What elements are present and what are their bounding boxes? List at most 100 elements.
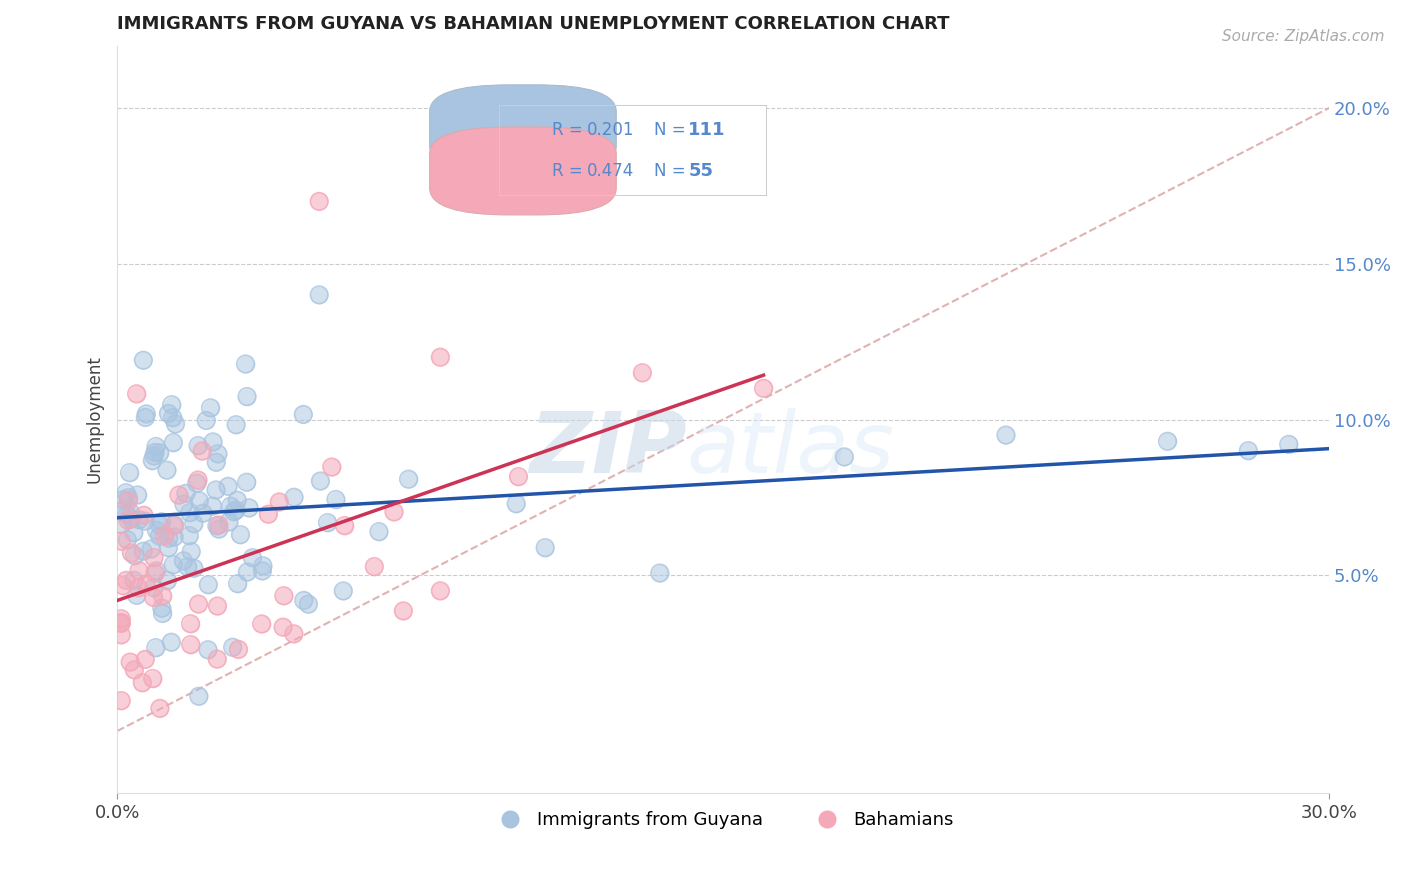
Point xyxy=(156,574,179,588)
Point xyxy=(162,518,184,533)
Point xyxy=(269,495,291,509)
Point xyxy=(834,450,856,464)
Point xyxy=(238,500,260,515)
Point xyxy=(205,483,228,497)
Point xyxy=(207,652,229,666)
Point xyxy=(1156,434,1178,449)
Point xyxy=(110,612,132,626)
Point xyxy=(392,604,415,618)
Point xyxy=(110,615,132,630)
Point xyxy=(205,518,228,533)
Point xyxy=(180,638,202,652)
Point xyxy=(142,591,165,605)
Point xyxy=(152,589,174,603)
Point xyxy=(252,558,274,573)
Point xyxy=(117,491,139,505)
Point xyxy=(283,490,305,504)
Point xyxy=(165,417,187,431)
Point xyxy=(117,533,139,547)
Point xyxy=(128,581,150,595)
Point xyxy=(134,410,156,425)
Point xyxy=(235,357,257,371)
Point xyxy=(308,288,330,302)
Point xyxy=(252,564,274,578)
Point xyxy=(382,505,405,519)
Point xyxy=(179,528,201,542)
Point xyxy=(225,503,247,517)
Point xyxy=(191,444,214,458)
Point xyxy=(121,546,143,560)
Point xyxy=(273,589,295,603)
Point xyxy=(131,675,153,690)
Point xyxy=(398,472,420,486)
Point xyxy=(143,550,166,565)
Point xyxy=(252,558,274,573)
Point xyxy=(110,616,132,631)
Y-axis label: Unemployment: Unemployment xyxy=(86,356,103,483)
Point xyxy=(124,663,146,677)
Point xyxy=(292,593,315,607)
Point xyxy=(162,435,184,450)
Point xyxy=(179,506,201,520)
Point xyxy=(226,576,249,591)
Point xyxy=(225,417,247,432)
Point xyxy=(183,516,205,531)
Point xyxy=(325,492,347,507)
Point xyxy=(120,512,142,526)
Point xyxy=(309,474,332,488)
Point xyxy=(128,513,150,527)
Point xyxy=(112,492,135,507)
Point xyxy=(115,574,138,588)
Point xyxy=(143,445,166,459)
Point xyxy=(148,529,170,543)
Point xyxy=(115,485,138,500)
Point xyxy=(205,483,228,497)
Point xyxy=(157,531,180,545)
Point xyxy=(187,473,209,487)
Point xyxy=(180,638,202,652)
Point xyxy=(141,453,163,467)
Text: ZIP: ZIP xyxy=(529,408,686,491)
Point xyxy=(183,561,205,575)
Point xyxy=(145,564,167,578)
Point xyxy=(162,410,184,425)
Point xyxy=(187,597,209,611)
Point xyxy=(218,515,240,529)
Point xyxy=(205,455,228,469)
Point xyxy=(186,476,208,491)
Point xyxy=(125,588,148,602)
Point xyxy=(508,469,530,483)
Point xyxy=(236,565,259,579)
Point xyxy=(121,546,143,560)
Point xyxy=(162,410,184,425)
Point xyxy=(142,449,165,463)
Point xyxy=(145,524,167,538)
Point xyxy=(112,492,135,507)
Point xyxy=(235,475,257,490)
Point xyxy=(534,541,557,555)
Point xyxy=(156,463,179,477)
Point xyxy=(142,449,165,463)
Point xyxy=(132,353,155,368)
Point xyxy=(115,574,138,588)
Point xyxy=(332,583,354,598)
Point xyxy=(132,544,155,558)
Point xyxy=(271,620,294,634)
Point xyxy=(167,488,190,502)
Point xyxy=(156,574,179,588)
Point xyxy=(429,350,451,364)
Point xyxy=(115,485,138,500)
Point xyxy=(135,407,157,421)
Point xyxy=(120,655,142,669)
Point xyxy=(221,640,243,655)
Point xyxy=(429,583,451,598)
Point xyxy=(1278,437,1301,451)
Point xyxy=(325,492,347,507)
Point xyxy=(143,445,166,459)
Point xyxy=(117,533,139,547)
Point xyxy=(179,506,201,520)
Text: Source: ZipAtlas.com: Source: ZipAtlas.com xyxy=(1222,29,1385,44)
Point xyxy=(176,559,198,574)
Point xyxy=(162,558,184,572)
Point xyxy=(273,589,295,603)
